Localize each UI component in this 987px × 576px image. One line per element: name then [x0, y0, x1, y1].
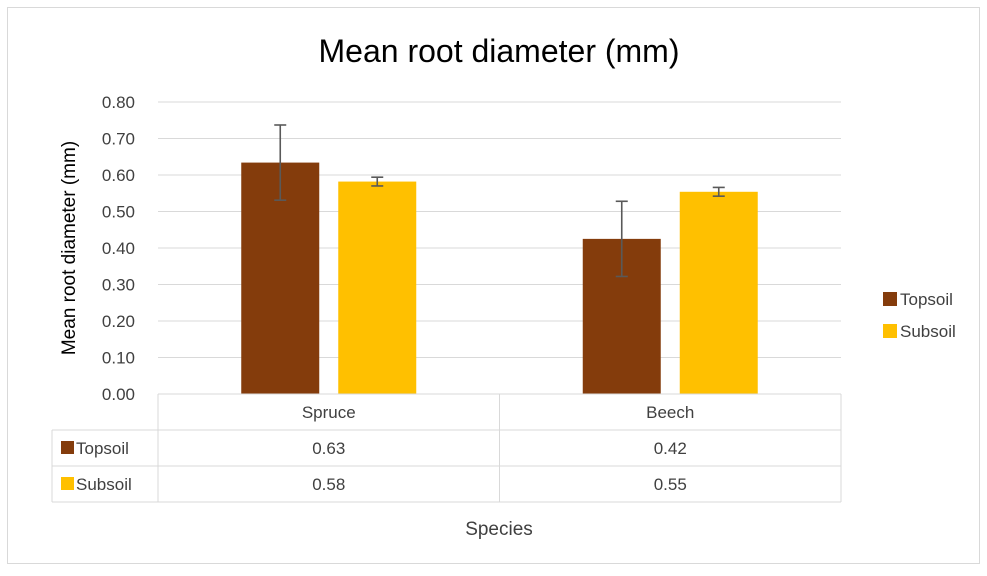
- y-tick-label: 0.00: [102, 385, 135, 404]
- error-bars: [274, 124, 725, 278]
- bar-subsoil-spruce: [338, 181, 417, 394]
- y-tick-label: 0.80: [102, 93, 135, 112]
- y-tick-label: 0.60: [102, 166, 135, 185]
- y-tick-label: 0.20: [102, 312, 135, 331]
- y-tick-label: 0.50: [102, 203, 135, 222]
- x-category-label: Spruce: [302, 403, 356, 422]
- bar-topsoil-spruce: [241, 162, 320, 394]
- x-axis-title: Species: [465, 519, 533, 540]
- table-row-label: Topsoil: [76, 439, 129, 458]
- legend-label: Subsoil: [900, 322, 956, 341]
- table-legend-key-topsoil: [61, 441, 74, 454]
- error-bar-subsoil-spruce: [371, 176, 384, 187]
- error-bar-topsoil-spruce: [274, 124, 287, 201]
- legend: Topsoil Subsoil: [883, 290, 956, 341]
- table-cell-value: 0.58: [312, 475, 345, 494]
- chart-title: Mean root diameter (mm): [319, 33, 680, 69]
- chart-border: [7, 7, 980, 564]
- x-category-label: Beech: [646, 403, 694, 422]
- table-cell-value: 0.55: [654, 475, 687, 494]
- legend-label: Topsoil: [900, 290, 953, 309]
- legend-key-topsoil: [883, 292, 897, 306]
- y-tick-label: 0.70: [102, 130, 135, 149]
- y-tick-label: 0.30: [102, 276, 135, 295]
- table-row-label: Subsoil: [76, 475, 132, 494]
- data-table: Spruce Beech Topsoil 0.63 0.42 Subsoil 0.58 0.5…: [51, 393, 842, 503]
- error-bar-subsoil-beech: [712, 186, 725, 197]
- bars: [241, 162, 758, 394]
- table-legend-key-subsoil: [61, 477, 74, 490]
- y-axis-title: Mean root diameter (mm): [59, 141, 80, 355]
- y-axis-tick-labels: 0.00 0.10 0.20 0.30 0.40 0.50 0.60 0.70 0.80: [102, 93, 135, 404]
- y-tick-label: 0.40: [102, 239, 135, 258]
- bar-subsoil-beech: [679, 191, 758, 394]
- error-bar-topsoil-beech: [615, 200, 628, 278]
- legend-key-subsoil: [883, 324, 897, 338]
- table-cell-value: 0.42: [654, 439, 687, 458]
- table-cell-value: 0.63: [312, 439, 345, 458]
- y-tick-label: 0.10: [102, 349, 135, 368]
